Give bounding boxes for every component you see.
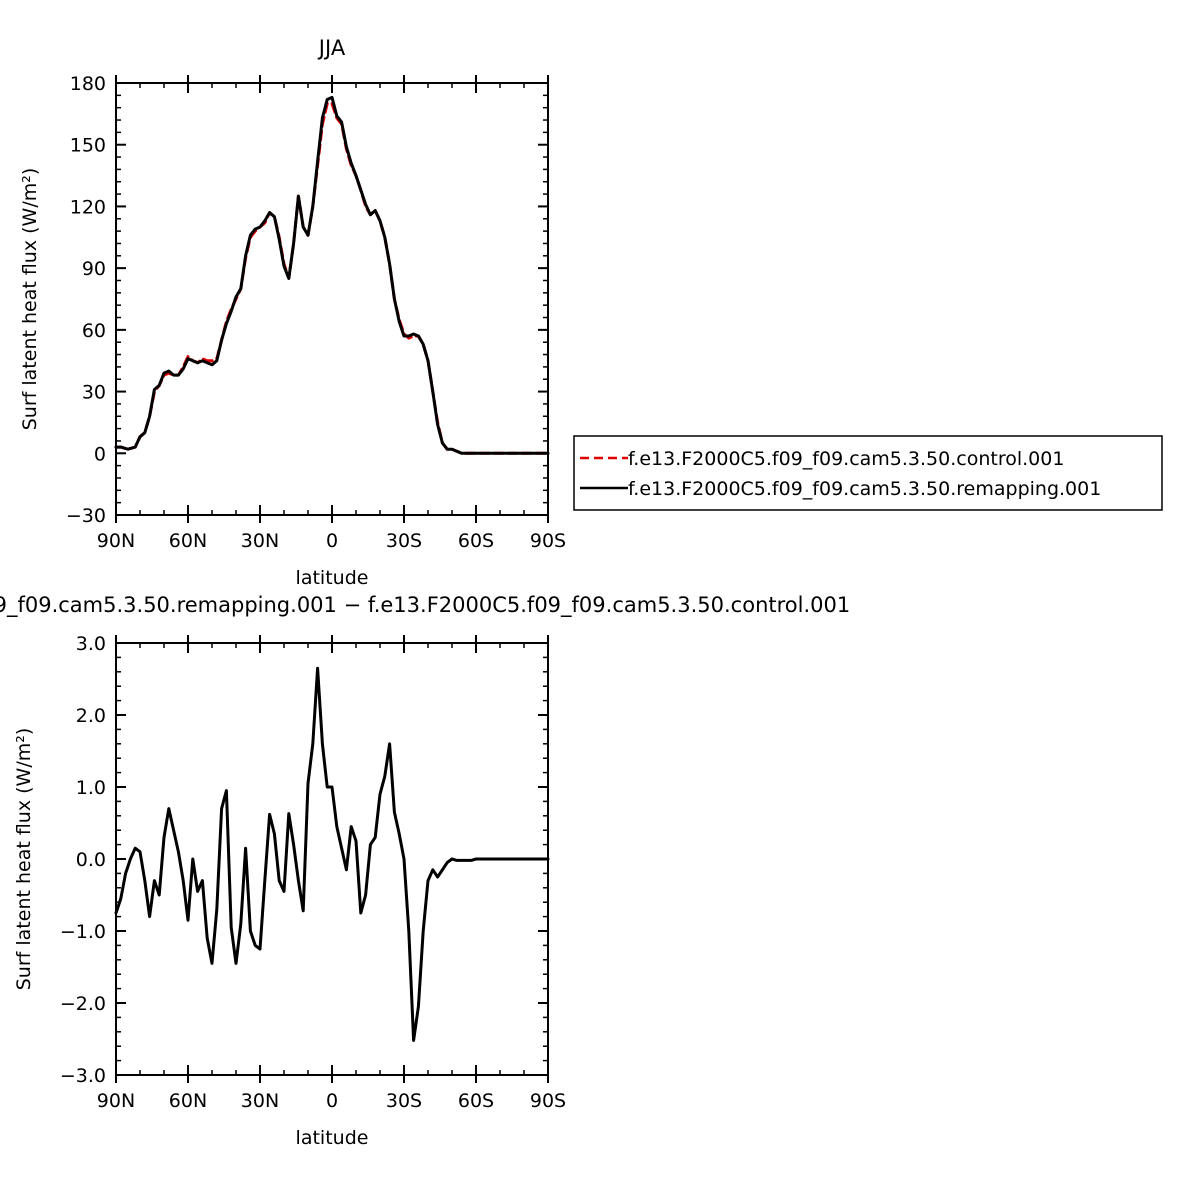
top-plot-ylabel: Surf latent heat flux (W/m²) (19, 168, 41, 431)
top-series-line-0 (114, 102, 550, 455)
top-ytick-label-7: 180 (70, 73, 106, 95)
legend-label-remapping: f.e13.F2000C5.f09_f09.cam5.3.50.remappin… (628, 478, 1101, 500)
top-xtick-label-4: 30S (386, 530, 422, 552)
bottom-xtick-label-4: 30S (386, 1090, 422, 1112)
bottom-plot-series (114, 666, 550, 1042)
bottom-ytick-label-5: 2.0 (76, 705, 106, 727)
bottom-ytick-label-3: 0.0 (76, 849, 106, 871)
bottom-ytick-label-6: 3.0 (76, 633, 106, 655)
bottom-xtick-label-2: 30N (241, 1090, 279, 1112)
top-xtick-label-1: 60N (169, 530, 207, 552)
bottom-xtick-label-5: 60S (458, 1090, 494, 1112)
top-xtick-label-0: 90N (97, 530, 135, 552)
bottom-xtick-label-6: 90S (530, 1090, 566, 1112)
bottom-ytick-label-4: 1.0 (76, 777, 106, 799)
top-xtick-label-6: 90S (530, 530, 566, 552)
top-plot: JJA −30 0 30 60 90 120 150 180 90N 60N 30N 0 30S 60S 9… (19, 36, 566, 589)
top-ytick-label-6: 150 (70, 135, 106, 157)
top-ytick-label-2: 30 (82, 382, 106, 404)
top-ytick-label-1: 0 (94, 443, 106, 465)
top-ytick-label-4: 90 (82, 258, 106, 280)
bottom-plot-xlabel: latitude (296, 1127, 369, 1149)
bottom-xtick-label-0: 90N (97, 1090, 135, 1112)
top-ytick-label-5: 120 (70, 196, 106, 218)
bottom-xtick-label-1: 60N (169, 1090, 207, 1112)
bottom-ytick-label-1: −2.0 (60, 993, 106, 1015)
top-plot-xlabel: latitude (296, 567, 369, 589)
top-plot-title: JJA (317, 36, 346, 60)
legend: f.e13.F2000C5.f09_f09.cam5.3.50.control.… (573, 435, 1163, 511)
bottom-ytick-label-2: −1.0 (60, 921, 106, 943)
top-series-line-1 (114, 95, 550, 455)
legend-label-control: f.e13.F2000C5.f09_f09.cam5.3.50.control.… (628, 448, 1064, 470)
bottom-plot-title: f.e13.F2000C5.f09_f09.cam5.3.50.remappin… (0, 593, 850, 618)
bottom-plot-ticks: −3.0 −2.0 −1.0 0.0 1.0 2.0 3.0 90N 60N 30N 0 30S 60S… (60, 633, 566, 1112)
bottom-plot-ylabel: Surf latent heat flux (W/m²) (13, 728, 35, 991)
bottom-ytick-label-0: −3.0 (60, 1065, 106, 1087)
top-plot-ticks: −30 0 30 60 90 120 150 180 90N 60N 30N 0 30S 60S 90S (66, 73, 566, 552)
top-plot-frame (115, 82, 549, 516)
top-ytick-label-3: 60 (82, 320, 106, 342)
top-xtick-label-2: 30N (241, 530, 279, 552)
top-xtick-label-5: 60S (458, 530, 494, 552)
bottom-plot: f.e13.F2000C5.f09_f09.cam5.3.50.remappin… (0, 593, 850, 1149)
top-ytick-label-0: −30 (66, 505, 106, 527)
top-plot-series (114, 95, 550, 455)
top-xtick-label-3: 0 (326, 530, 338, 552)
legend-box (573, 435, 1163, 511)
bottom-xtick-label-3: 0 (326, 1090, 338, 1112)
bottom-series-line-0 (114, 666, 550, 1042)
